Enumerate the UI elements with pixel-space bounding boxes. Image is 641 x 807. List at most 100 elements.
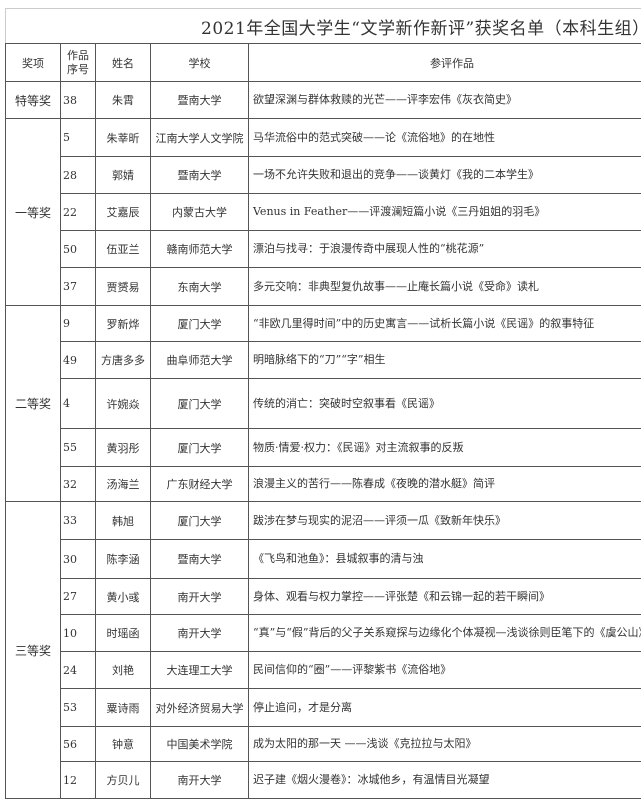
entry-number: 22 [60,193,96,231]
entry-number: 12 [60,761,96,799]
table-row: 32 汤海兰 广东财经大学 浪漫主义的苦行——陈春成《夜晚的潜水艇》简评 [6,466,641,502]
entry-name: 方贝儿 [95,761,151,799]
entry-name: 时瑶函 [95,614,151,652]
entry-name: 韩旭 [95,501,151,540]
entry-name: 钟意 [95,726,151,762]
entry-number: 10 [60,614,96,652]
entry-school: 暨南大学 [150,156,249,194]
entry-name: 贾赟易 [95,267,151,306]
entry-work: 停止追问，才是分离 [247,688,641,727]
entry-school: 南开大学 [150,614,249,652]
entry-work: 物质·情爱·权力：《民谣》对主流叙事的反叛 [247,428,641,467]
entry-school: 暨南大学 [150,81,249,119]
entry-name: 刘艳 [95,651,151,689]
award-list-document: 2021年全国大学生“文学新作新评”获奖名单（本科生组） 奖项 作品序号 姓名 … [4,8,641,799]
header-row: 奖项 作品序号 姓名 学校 参评作品 [5,43,641,82]
entry-school: 曲阜师范大学 [150,341,249,379]
entry-work: “真”与“假”背后的父子关系窥探与边缘化个体凝视—浅谈徐则臣笔下的《虞公山》 [247,614,641,652]
entry-school: 东南大学 [150,267,249,306]
table-row: 30 陈李涵 暨南大学 《飞鸟和池鱼》：县城叙事的清与浊 [6,539,641,579]
award-level: 三等奖 [5,501,61,799]
entry-name: 郭婧 [95,156,151,194]
table-row: 特等奖 38 朱霄 暨南大学 欲望深渊与群体救赎的光芒——评李宏伟《灰衣简史》 [5,81,641,119]
entry-work: 跋涉在梦与现实的泥沼——评须一瓜《致新年快乐》 [247,501,641,540]
entry-name: 朱莘昕 [95,118,151,157]
entry-school: 对外经济贸易大学 [150,688,249,727]
header-number: 作品序号 [60,43,96,82]
table-row: 二等奖 9 罗新烨厦门大学 “非欧几里得时间”中的历史寓言——试析长篇小说《民谣》的叙… [5,305,641,502]
table-row: 三等奖 33 韩旭 厦门大学 跋涉在梦与现实的泥沼——评须一瓜《致新年快乐》 [5,501,641,799]
entry-work: 漂泊与找寻：于浪漫传奇中展现人性的“桃花源” [247,230,641,268]
entry-number: 50 [60,230,96,268]
entry-school: 赣南师范大学 [150,230,249,268]
entry-work: 欲望深渊与群体救赎的光芒——评李宏伟《灰衣简史》 [247,81,641,119]
entry-work: “非欧几里得时间”中的历史寓言——试析长篇小说《民谣》的叙事特征 [247,305,641,342]
entry-work: 多元交响：非典型复仇故事——止庵长篇小说《受命》读札 [247,267,641,306]
entry-name: 黄羽彤 [95,428,151,467]
table-row: 22 艾嘉辰 内蒙古大学 Venus in Feather——评渡澜短篇小说《三丹姐姐… [6,193,641,231]
entry-number: 56 [60,726,96,762]
table-row: 12 方贝儿 南开大学 迟子建《烟火漫卷》：冰城他乡，有温情目光凝望 [6,761,641,799]
entry-school: 内蒙古大学 [150,193,249,231]
entry-number: 53 [60,688,96,727]
entry-school: 南开大学 [150,761,249,799]
entry-work: 传统的消亡：突破时空叙事看《民谣》 [247,378,641,429]
table-row: 24 刘艳 大连理工大学 民间信仰的“圈”——评黎紫书《流俗地》 [6,651,641,689]
table-row: 55 黄羽彤 厦门大学 物质·情爱·权力：《民谣》对主流叙事的反叛 [6,428,641,467]
entry-number: 28 [60,156,96,194]
award-level: 一等奖 [5,118,61,306]
entry-name: 陈李涵 [95,539,151,579]
award-level: 二等奖 [5,305,61,502]
entry-number: 30 [60,539,96,579]
entry-name: 许婉焱 [95,378,151,429]
entry-work: 浪漫主义的苦行——陈春成《夜晚的潜水艇》简评 [247,466,641,502]
header-school: 学校 [150,43,249,82]
entry-number: 38 [60,81,96,119]
entry-number: 9 [60,305,96,342]
entry-number: 55 [60,428,96,467]
entry-number: 32 [60,466,96,502]
entry-work: 一场不允许失败和退出的竞争——谈黄灯《我的二本学生》 [247,156,641,194]
entry-school: 暨南大学 [150,539,249,579]
entry-name: 伍亚兰 [95,230,151,268]
table-row: 56 钟意 中国美术学院 成为太阳的那一天 ——浅谈《克拉拉与太阳》 [6,726,641,762]
entry-school: 大连理工大学 [150,651,249,689]
entry-name: 黄小彧 [95,578,151,615]
entry-name: 粟诗雨 [95,688,151,727]
entry-name: 艾嘉辰 [95,193,151,231]
entry-name: 朱霄 [95,81,151,119]
award-table: 2021年全国大学生“文学新作新评”获奖名单（本科生组） 奖项 作品序号 姓名 … [4,8,641,799]
entry-school: 南开大学 [150,578,249,615]
entry-work: 马华流俗中的范式突破——论《流俗地》的在地性 [247,118,641,157]
entry-work: 迟子建《烟火漫卷》：冰城他乡，有温情目光凝望 [247,761,641,799]
entry-school: 广东财经大学 [150,466,249,502]
entry-number: 33 [60,501,96,540]
entry-work: Venus in Feather——评渡澜短篇小说《三丹姐姐的羽毛》 [247,193,641,231]
entry-school: 厦门大学 [150,428,249,467]
entry-number: 49 [60,341,96,379]
header-work: 参评作品 [247,43,641,82]
table-row: 50 伍亚兰 赣南师范大学 漂泊与找寻：于浪漫传奇中展现人性的“桃花源” [6,230,641,268]
entry-work: 身体、观看与权力掌控——评张楚《和云锦一起的若干瞬间》 [247,578,641,615]
entry-school: 厦门大学 [150,378,249,429]
entry-work: 明暗脉络下的“刀”“字”相生 [247,341,641,379]
entry-name: 罗新烨 [95,305,151,342]
document-title: 2021年全国大学生“文学新作新评”获奖名单（本科生组） [4,8,641,44]
table-row: 49 方唐多多 曲阜师范大学 明暗脉络下的“刀”“字”相生 [6,341,641,379]
entry-number: 27 [60,578,96,615]
entry-work: 成为太阳的那一天 ——浅谈《克拉拉与太阳》 [247,726,641,762]
table-row: 一等奖 5 朱莘昕 江南大学人文学院 马华流俗中的范式突破——论《流俗地》的在地性 [5,118,641,306]
table-row: 27 黄小彧 南开大学 身体、观看与权力掌控——评张楚《和云锦一起的若干瞬间》 [6,578,641,615]
table-row: 4 许婉焱 厦门大学 传统的消亡：突破时空叙事看《民谣》 [6,378,641,429]
header-award: 奖项 [5,43,61,82]
header-name: 姓名 [95,43,151,82]
entry-number: 5 [60,118,96,157]
entry-number: 24 [60,651,96,689]
entry-school: 江南大学人文学院 [150,118,249,157]
entry-number: 4 [60,378,96,429]
entry-school: 中国美术学院 [150,726,249,762]
entry-name: 汤海兰 [95,466,151,502]
entry-name: 方唐多多 [95,341,151,379]
table-row: 10 时瑶函 南开大学 “真”与“假”背后的父子关系窥探与边缘化个体凝视—浅谈徐则臣笔… [6,614,641,652]
entry-number: 37 [60,267,96,306]
